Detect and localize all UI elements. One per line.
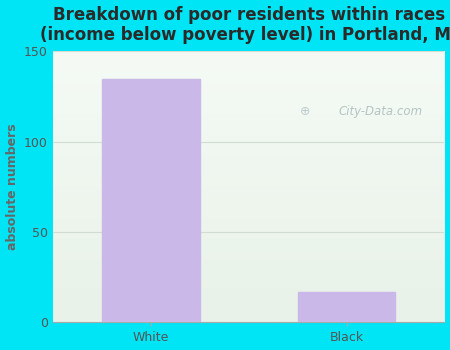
- Y-axis label: absolute numbers: absolute numbers: [5, 124, 18, 250]
- Text: ⊕: ⊕: [300, 105, 310, 118]
- Text: City-Data.com: City-Data.com: [339, 105, 423, 118]
- Title: Breakdown of poor residents within races
(income below poverty level) in Portlan: Breakdown of poor residents within races…: [40, 6, 450, 44]
- Bar: [297, 292, 396, 322]
- Bar: [102, 78, 200, 322]
